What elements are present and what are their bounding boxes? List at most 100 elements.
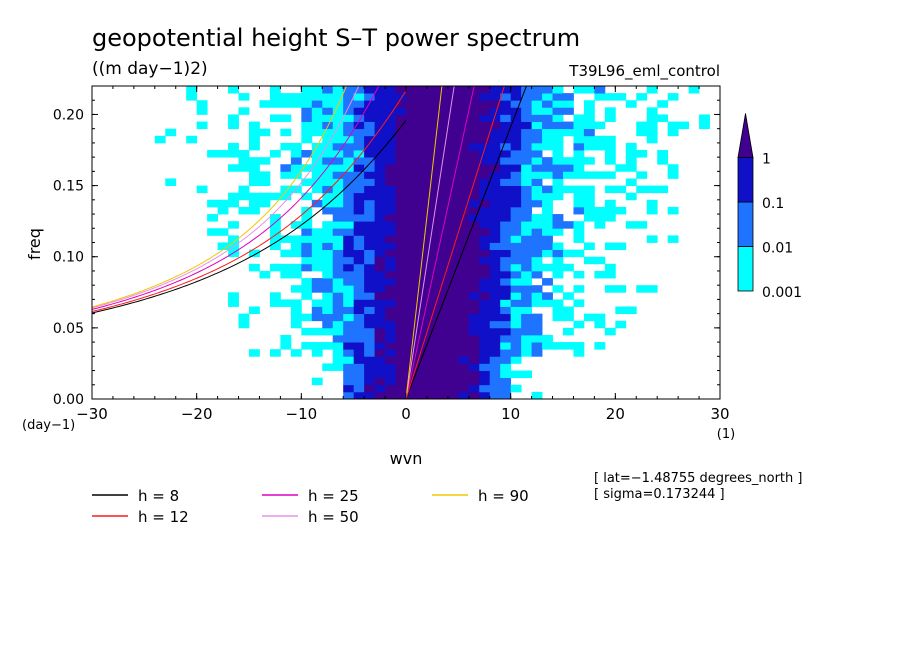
heatmap-cell [552, 242, 564, 251]
heatmap-cell [510, 356, 522, 364]
heatmap-cell [217, 150, 229, 158]
heatmap-cell [594, 214, 606, 222]
heatmap-cell [542, 121, 553, 130]
heatmap-cell [406, 313, 417, 322]
heatmap-cell [332, 263, 344, 272]
heatmap-cell [625, 157, 637, 165]
heatmap-cell [364, 128, 375, 137]
heatmap-cell [489, 228, 501, 236]
heatmap-cell [479, 171, 491, 179]
legend-label: h = 25 [308, 487, 359, 505]
heatmap-cell [385, 299, 396, 307]
heatmap-cell [636, 221, 648, 229]
heatmap-cell [343, 157, 355, 165]
mixed-rossby-gravity-curve-h90 [92, 86, 348, 308]
heatmap-cell [322, 128, 334, 137]
heatmap-cell [364, 306, 375, 315]
heatmap-cell [416, 270, 428, 279]
heatmap-cell [468, 313, 480, 322]
heatmap-cell [249, 306, 260, 315]
heatmap-cell [332, 221, 344, 229]
heatmap-cell [374, 100, 386, 108]
heatmap-cell [447, 192, 459, 201]
heatmap-cell [542, 93, 553, 101]
heatmap-cell [364, 278, 375, 286]
heatmap-cell [447, 377, 459, 386]
heatmap-cell [332, 270, 344, 279]
heatmap-cell [290, 285, 302, 293]
heatmap-cell [458, 178, 470, 186]
heatmap-cell [594, 93, 606, 101]
heatmap-cell [510, 263, 522, 272]
heatmap-cell [311, 242, 323, 251]
heatmap-cell [437, 150, 449, 158]
heatmap-cell [604, 185, 616, 194]
heatmap-cell [426, 100, 438, 108]
heatmap-cell [395, 377, 407, 386]
heatmap-cell [353, 249, 365, 258]
heatmap-cell [364, 292, 375, 300]
heatmap-cell [468, 327, 480, 336]
heatmap-cell [489, 313, 501, 322]
heatmap-cell [311, 100, 323, 108]
heatmap-cell [521, 86, 532, 94]
heatmap-cell [364, 249, 375, 258]
heatmap-cell [447, 292, 459, 300]
heatmap-cell [458, 278, 470, 286]
heatmap-cell [426, 377, 438, 386]
heatmap-cell [458, 121, 470, 130]
heatmap-cell [343, 192, 355, 201]
heatmap-cell [573, 121, 585, 130]
heatmap-cell [437, 356, 449, 364]
heatmap-cell [500, 263, 512, 272]
heatmap-cell [395, 263, 407, 272]
heatmap-cell [374, 320, 386, 329]
heatmap-cell [290, 299, 302, 307]
heatmap-cell [447, 121, 459, 130]
heatmap-cell [416, 306, 428, 315]
heatmap-cell [458, 142, 470, 151]
heatmap-cell [479, 256, 491, 265]
heatmap-cell [447, 114, 459, 122]
x-tick-label: −10 [286, 405, 318, 423]
heatmap-cell [563, 221, 574, 229]
heatmap-cell [416, 384, 428, 393]
heatmap-cell [395, 299, 407, 307]
heatmap-cell [521, 235, 532, 243]
heatmap-cell [531, 157, 543, 165]
heatmap-cell [322, 228, 334, 236]
heatmap-cell [343, 214, 355, 222]
heatmap-cell [437, 285, 449, 293]
heatmap-cell [406, 150, 417, 158]
heatmap-cell [447, 228, 459, 236]
heatmap-cell [364, 93, 375, 101]
heatmap-cell [521, 214, 532, 222]
heatmap-cell [416, 107, 428, 115]
heatmap-cell [343, 377, 355, 386]
heatmap-cell [542, 342, 553, 350]
heatmap-cell [259, 270, 271, 279]
heatmap-cell [604, 114, 616, 122]
heatmap-cell [552, 107, 564, 115]
heatmap-cell [374, 192, 386, 201]
heatmap-cell [479, 150, 491, 158]
heatmap-cell [385, 199, 396, 208]
heatmap-cell [406, 93, 417, 101]
heatmap-cell [385, 270, 396, 279]
heatmap-cell [385, 363, 396, 371]
heatmap-cell [489, 242, 501, 251]
heatmap-cell [343, 285, 355, 293]
heatmap-cell [531, 263, 543, 272]
heatmap-cell [426, 128, 438, 137]
heatmap-cell [426, 334, 438, 343]
heatmap-cell [426, 228, 438, 236]
heatmap-cell [228, 121, 239, 130]
heatmap-cell [604, 157, 616, 165]
heatmap-cell [406, 100, 417, 108]
heatmap-cell [489, 299, 501, 307]
spectrum-heatmap [154, 86, 710, 399]
heatmap-cell [489, 142, 501, 151]
heatmap-cell [552, 121, 564, 130]
heatmap-cell [332, 206, 344, 215]
heatmap-cell [343, 278, 355, 286]
